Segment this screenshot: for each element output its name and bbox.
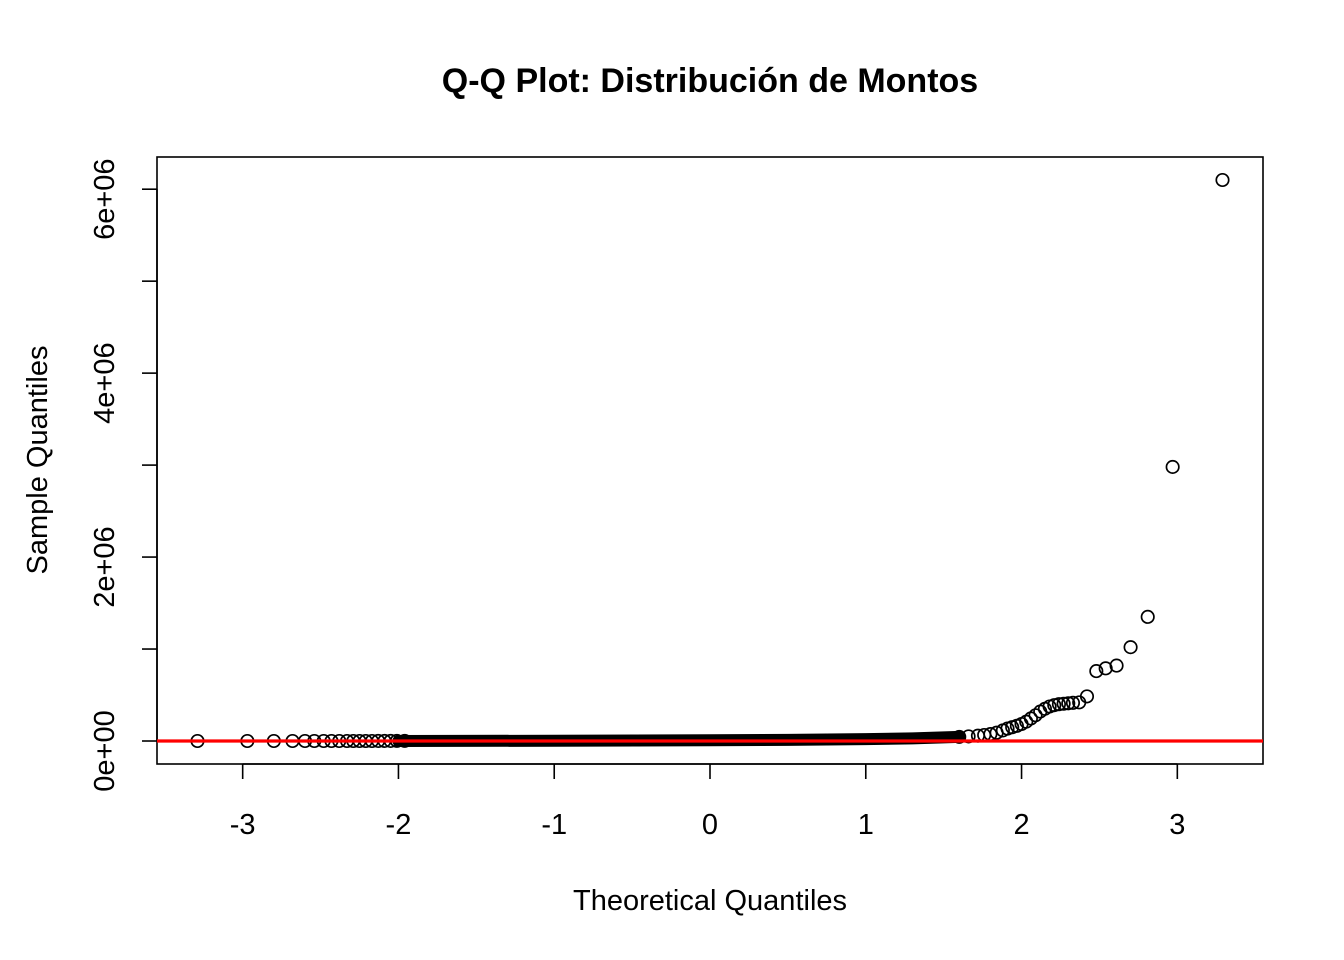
data-point — [1140, 609, 1155, 624]
data-point — [1047, 698, 1062, 713]
data-point — [1056, 696, 1071, 711]
x-tick-label: 0 — [702, 809, 718, 841]
data-point — [961, 729, 976, 744]
points-layer — [190, 172, 1230, 749]
data-point — [1051, 697, 1066, 712]
x-tick-label: -2 — [386, 809, 412, 841]
y-tick-label: 2e+06 — [89, 526, 121, 607]
data-point — [1215, 172, 1230, 188]
x-axis: -3 -2 -1 0 1 2 3 — [230, 763, 1185, 841]
y-tick-label: 6e+06 — [89, 158, 121, 239]
x-tick-label: 1 — [858, 809, 874, 841]
y-tick-label: 0e+00 — [89, 710, 121, 791]
x-axis-label: Theoretical Quantiles — [573, 885, 847, 917]
x-tick-label: 3 — [1169, 809, 1185, 841]
data-point — [1061, 696, 1076, 711]
y-tick-label: 4e+06 — [89, 342, 121, 423]
x-tick-label: 2 — [1013, 809, 1029, 841]
data-point — [1079, 689, 1095, 704]
data-point — [952, 729, 967, 744]
chart-title: Q-Q Plot: Distribución de Montos — [442, 62, 978, 100]
y-axis-label: Sample Quantiles — [22, 346, 54, 575]
data-point — [1089, 664, 1104, 679]
data-point — [1165, 459, 1180, 474]
data-point — [1028, 708, 1043, 723]
data-point — [1123, 640, 1138, 655]
x-tick-label: -1 — [541, 809, 567, 841]
data-point — [1109, 658, 1124, 673]
data-point — [1065, 695, 1081, 710]
y-axis: 0e+00 2e+06 4e+06 6e+06 — [89, 158, 158, 792]
plot-frame — [156, 156, 1264, 765]
x-tick-label: -3 — [230, 809, 256, 841]
